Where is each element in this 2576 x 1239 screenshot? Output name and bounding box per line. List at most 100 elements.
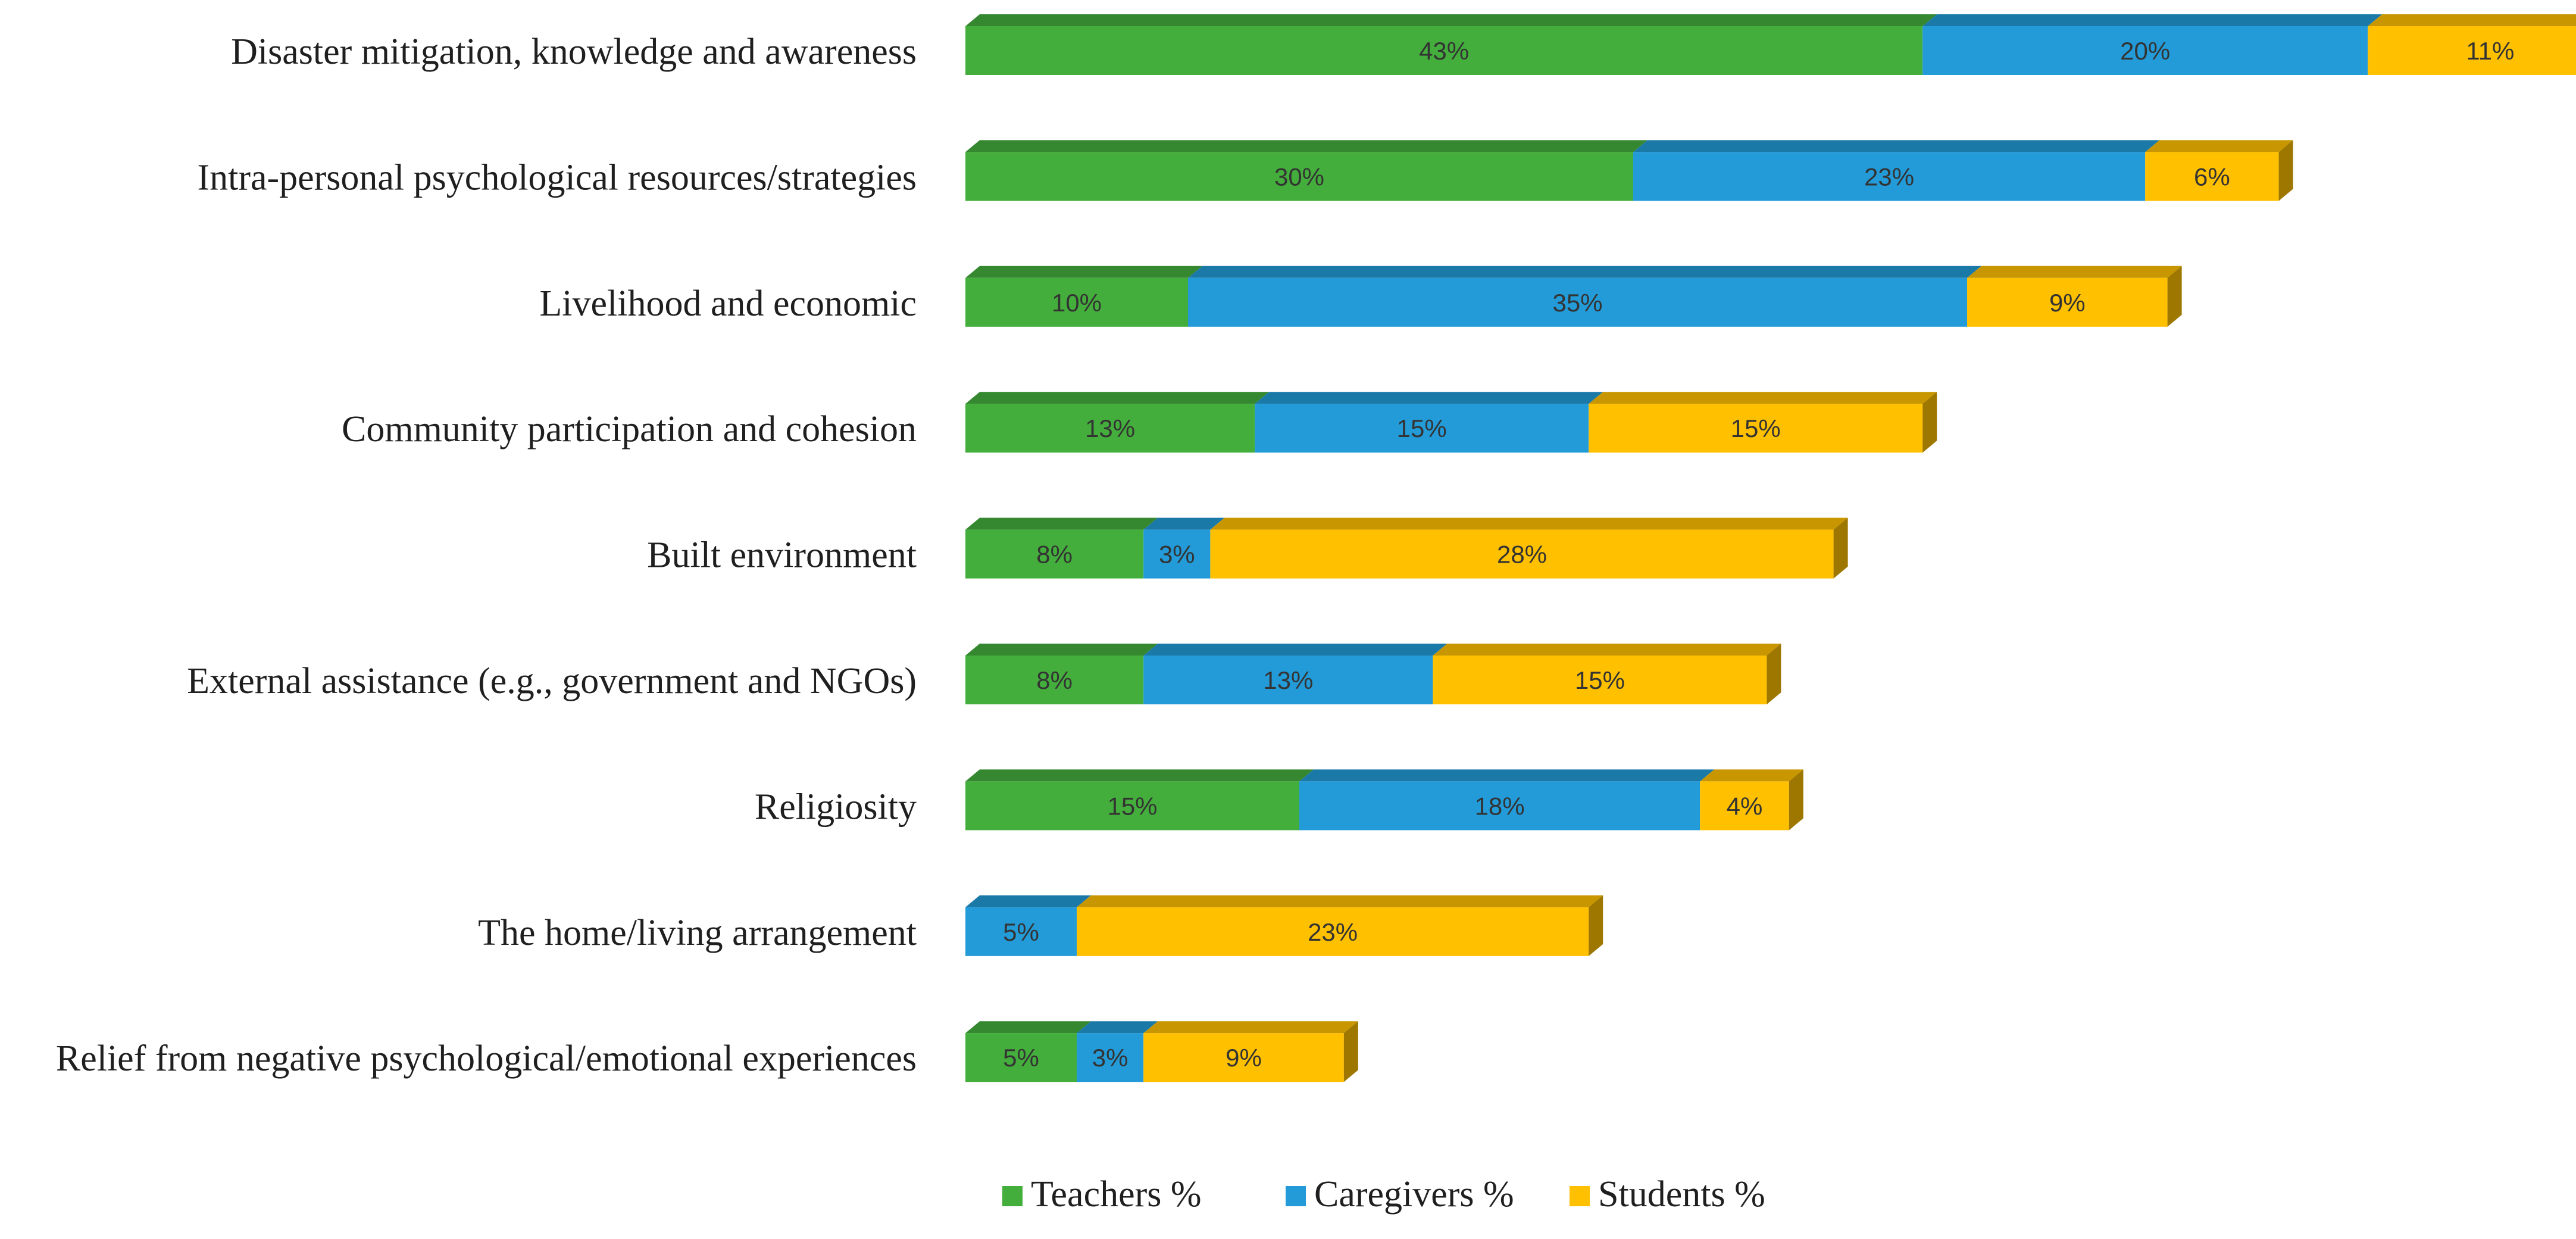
category-label-4: Community participation and cohesion — [342, 409, 917, 450]
bar-caregivers-5 — [1143, 529, 1211, 579]
legend-item-students: Students % — [1570, 1174, 1765, 1215]
category-label-3: Livelihood and economic — [539, 283, 917, 324]
bar-top-teachers-5 — [965, 517, 1158, 530]
data-label-caregivers-3: 35% — [1552, 289, 1602, 317]
category-label-6: External assistance (e.g., government an… — [187, 661, 917, 701]
data-label-teachers-9: 5% — [1003, 1044, 1039, 1072]
bar-caregivers-8 — [965, 907, 1077, 956]
bar-students-5 — [1210, 529, 1834, 579]
bar-students-3 — [1967, 277, 2168, 327]
bar-side-5 — [1833, 517, 1848, 579]
bar-top-students-3 — [1967, 266, 2182, 278]
data-label-teachers-2: 30% — [1274, 163, 1324, 191]
bar-teachers-7 — [965, 781, 1299, 831]
bar-top-teachers-7 — [965, 769, 1314, 782]
data-label-teachers-4: 13% — [1085, 414, 1135, 442]
data-label-students-4: 15% — [1731, 414, 1781, 442]
bar-caregivers-2 — [1633, 152, 2146, 201]
category-label-9: Relief from negative psychological/emoti… — [56, 1038, 917, 1079]
bar-caregivers-1 — [1922, 26, 2368, 75]
bar-teachers-5 — [965, 529, 1144, 579]
data-label-caregivers-1: 20% — [2120, 37, 2170, 65]
bar-top-students-4 — [1589, 392, 1937, 404]
bar-teachers-1 — [965, 26, 1923, 75]
data-label-teachers-1: 43% — [1419, 37, 1469, 65]
bars-layer: 43% 20% 11% 30% 23% 6% 10% 35% 9% 13% 15% 15% 8% 3% 28… — [965, 14, 2576, 1082]
data-label-caregivers-7: 18% — [1475, 792, 1525, 820]
data-label-teachers-6: 8% — [1036, 666, 1073, 694]
category-label-1: Disaster mitigation, knowledge and aware… — [231, 32, 917, 72]
bar-row-5: 8% 3% 28% — [965, 517, 1848, 579]
bar-side-9 — [1343, 1021, 1358, 1082]
bar-top-students-6 — [1433, 644, 1781, 656]
bar-side-2 — [2278, 140, 2293, 201]
data-label-students-1: 11% — [2466, 37, 2514, 65]
category-label-7: Religiosity — [755, 787, 917, 827]
data-label-teachers-7: 15% — [1107, 792, 1157, 820]
bar-students-6 — [1433, 656, 1767, 704]
data-label-students-2: 6% — [2194, 163, 2230, 191]
bar-side-3 — [2167, 266, 2182, 327]
data-label-caregivers-8: 5% — [1003, 918, 1039, 946]
data-label-teachers-5: 8% — [1036, 541, 1073, 569]
bar-top-caregivers-3 — [1188, 266, 1981, 278]
bar-top-teachers-1 — [965, 14, 1937, 26]
bar-top-students-8 — [1077, 895, 1603, 907]
bar-row-8: 5% 23% — [965, 895, 1603, 956]
data-label-students-9: 9% — [1226, 1044, 1262, 1072]
data-label-students-5: 28% — [1497, 541, 1547, 569]
bar-top-caregivers-8 — [965, 895, 1091, 907]
category-label-5: Built environment — [647, 535, 917, 576]
bar-row-3: 10% 35% 9% — [965, 266, 2182, 327]
legend: Teachers % Caregivers % Students % — [1002, 1174, 1765, 1215]
bar-top-caregivers-7 — [1299, 769, 1715, 782]
bar-caregivers-7 — [1299, 781, 1700, 831]
bar-caregivers-4 — [1255, 404, 1589, 453]
bar-side-7 — [1789, 769, 1803, 831]
data-label-students-7: 4% — [1727, 792, 1763, 820]
bar-students-7 — [1700, 781, 1789, 831]
bar-students-2 — [2145, 152, 2279, 201]
bar-top-students-7 — [1700, 769, 1803, 782]
bar-teachers-9 — [965, 1033, 1077, 1082]
data-label-teachers-3: 10% — [1052, 289, 1102, 317]
bar-top-caregivers-2 — [1633, 140, 2160, 152]
bar-row-9: 5% 3% 9% — [965, 1021, 1358, 1082]
bar-teachers-3 — [965, 277, 1188, 327]
bar-side-4 — [1922, 392, 1937, 453]
bar-students-4 — [1589, 404, 1923, 453]
bar-students-1 — [2368, 26, 2576, 75]
bar-top-teachers-4 — [965, 392, 1270, 404]
legend-label-students: Students % — [1598, 1174, 1765, 1215]
bar-teachers-4 — [965, 404, 1255, 453]
bar-caregivers-9 — [1077, 1033, 1144, 1082]
legend-label-teachers: Teachers % — [1031, 1174, 1202, 1215]
legend-swatch-caregivers — [1286, 1186, 1306, 1206]
data-label-students-8: 23% — [1308, 918, 1358, 946]
category-label-8: The home/living arrangement — [478, 913, 917, 953]
bar-row-1: 43% 20% 11% — [965, 14, 2576, 75]
bar-row-6: 8% 13% 15% — [965, 644, 1781, 704]
bar-students-9 — [1143, 1033, 1344, 1082]
bar-top-caregivers-5 — [1143, 517, 1225, 530]
data-label-caregivers-9: 3% — [1092, 1044, 1128, 1072]
bar-teachers-2 — [965, 152, 1633, 201]
bar-students-8 — [1077, 907, 1589, 956]
legend-item-teachers: Teachers % — [1002, 1174, 1202, 1215]
bar-top-students-5 — [1210, 517, 1848, 530]
category-label-2: Intra-personal psychological resources/s… — [197, 157, 917, 198]
bar-row-7: 15% 18% 4% — [965, 769, 1803, 831]
bar-caregivers-3 — [1188, 277, 1967, 327]
bar-top-teachers-9 — [965, 1021, 1091, 1034]
bar-top-students-2 — [2145, 140, 2293, 152]
data-label-caregivers-6: 13% — [1263, 666, 1313, 694]
data-label-caregivers-4: 15% — [1397, 414, 1447, 442]
legend-swatch-students — [1570, 1186, 1590, 1206]
bar-top-teachers-2 — [965, 140, 1647, 152]
data-label-students-6: 15% — [1575, 666, 1625, 694]
bar-top-caregivers-1 — [1922, 14, 2383, 26]
bar-top-teachers-6 — [965, 644, 1158, 656]
bar-top-teachers-3 — [965, 266, 1202, 278]
bar-side-6 — [1767, 644, 1781, 704]
